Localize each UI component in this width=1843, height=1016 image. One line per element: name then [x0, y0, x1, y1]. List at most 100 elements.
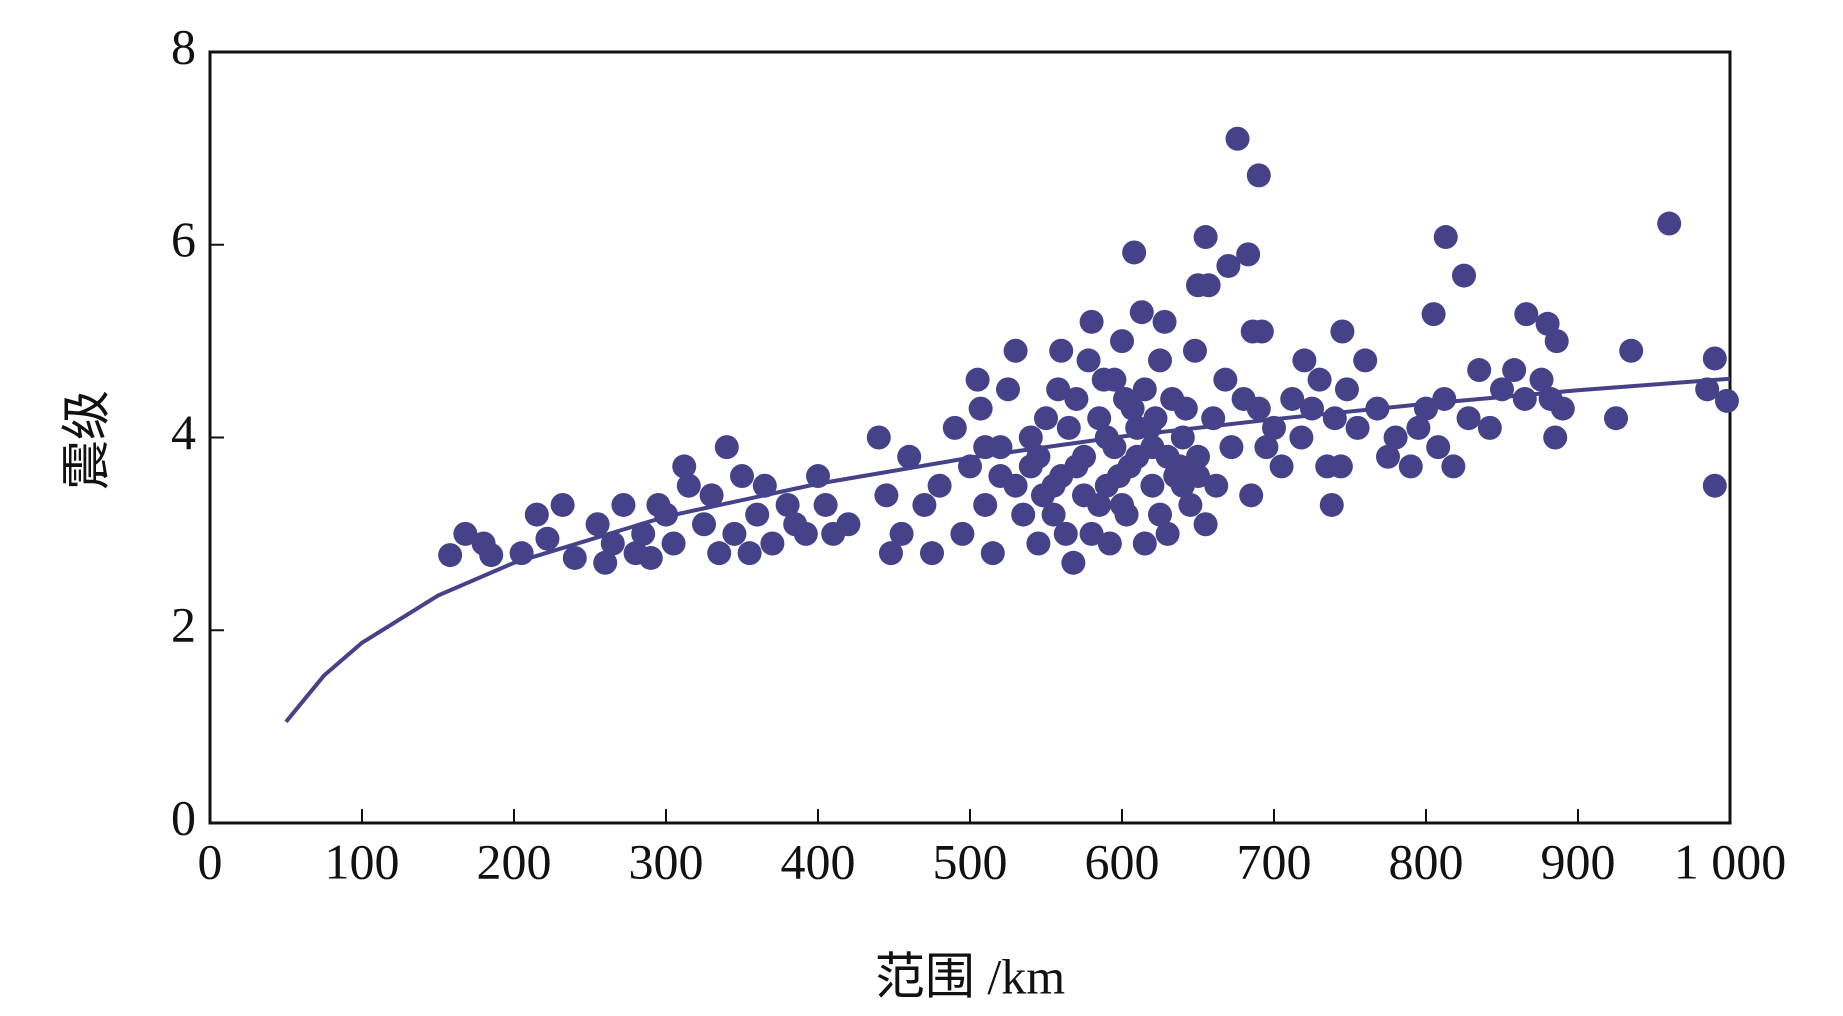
- x-tick-label: 400: [781, 833, 856, 889]
- scatter-point: [1225, 126, 1250, 151]
- scatter-point: [707, 541, 732, 566]
- scatter-point: [1113, 386, 1138, 411]
- scatter-point: [1026, 531, 1051, 556]
- scatter-point: [1132, 377, 1157, 402]
- x-tick-label: 0: [198, 833, 223, 889]
- scatter-point: [1426, 435, 1451, 460]
- scatter-point: [1110, 329, 1134, 354]
- x-tick-label: 900: [1541, 833, 1616, 889]
- scatter-point: [737, 541, 762, 566]
- x-tick-label: 300: [629, 833, 704, 889]
- scatter-point: [1543, 425, 1568, 450]
- scatter-point: [1140, 473, 1165, 498]
- x-tick-label: 500: [933, 833, 1008, 889]
- scatter-point: [623, 541, 648, 566]
- scatter-point: [1292, 348, 1317, 373]
- scatter-point: [1046, 377, 1071, 402]
- scatter-point: [1034, 406, 1058, 431]
- x-tick-label: 600: [1085, 833, 1160, 889]
- scatter-point: [1143, 406, 1168, 431]
- scatter-point: [1376, 444, 1400, 469]
- scatter-point: [1079, 309, 1104, 334]
- scatter-point: [968, 396, 993, 421]
- scatter-point: [980, 541, 1005, 566]
- y-tick-label: 4: [171, 404, 196, 460]
- scatter-point: [1406, 415, 1431, 440]
- scatter-point: [889, 521, 914, 546]
- scatter-point: [1307, 367, 1332, 392]
- scatter-point: [672, 454, 697, 479]
- scatter-point: [1441, 454, 1466, 479]
- scatter-point: [1056, 415, 1081, 440]
- scatter-point: [813, 492, 838, 517]
- scatter-point: [1246, 396, 1271, 421]
- scatter-point: [1091, 367, 1116, 392]
- scatter-point: [714, 435, 739, 460]
- scatter-point: [1178, 492, 1203, 517]
- scatter-point: [1122, 240, 1147, 265]
- scatter-point: [550, 492, 575, 517]
- scatter-point: [1315, 454, 1340, 479]
- scatter-point: [699, 483, 724, 508]
- fit-curve: [284, 376, 1731, 724]
- scatter-point: [1383, 425, 1408, 450]
- scatter-point: [1129, 300, 1154, 325]
- scatter-point: [1182, 338, 1207, 363]
- scatter-point: [1053, 521, 1078, 546]
- scatter-point: [1064, 454, 1089, 479]
- scatter-point: [874, 483, 899, 508]
- scatter-point: [1061, 550, 1086, 575]
- scatter-point: [996, 377, 1020, 402]
- scatter-point: [1456, 406, 1481, 431]
- scatter-point: [1193, 225, 1218, 250]
- scatter-point: [1087, 406, 1112, 431]
- scatter-point: [942, 415, 967, 440]
- scatter-point: [1702, 346, 1727, 371]
- scatter-point: [1132, 531, 1157, 556]
- scatter-point: [836, 512, 861, 537]
- scatter-point: [1240, 319, 1265, 344]
- scatter-point: [783, 512, 808, 537]
- scatter-point: [453, 521, 478, 546]
- scatter-point: [1714, 388, 1739, 413]
- scatter-point: [1072, 483, 1096, 508]
- scatter-point: [1467, 358, 1492, 383]
- scatter-point: [438, 543, 463, 568]
- scatter-point: [1003, 338, 1028, 363]
- scatter-point: [1289, 425, 1314, 450]
- scatter-point: [1148, 502, 1172, 527]
- scatter-point: [1421, 302, 1446, 327]
- scatter-point: [611, 492, 636, 517]
- scatter-point: [1512, 386, 1537, 411]
- x-tick-label: 1 000: [1674, 833, 1787, 889]
- x-tick-label: 800: [1389, 833, 1464, 889]
- scatter-point: [1097, 531, 1122, 556]
- scatter-point: [920, 541, 944, 566]
- y-axis-label: 震级: [58, 390, 114, 490]
- x-tick-label: 100: [325, 833, 400, 889]
- y-tick-label: 0: [171, 789, 196, 845]
- scatter-point: [1695, 377, 1720, 402]
- scatter-point: [1155, 444, 1180, 469]
- scatter-point: [912, 492, 937, 517]
- scatter-point: [1334, 377, 1359, 402]
- scatter-point: [1216, 253, 1241, 278]
- scatter-point: [878, 541, 903, 566]
- scatter-point: [1604, 406, 1628, 431]
- scatter-point: [1079, 521, 1104, 546]
- scatter-point: [1041, 502, 1066, 527]
- scatter-point: [1280, 386, 1305, 411]
- y-tick-label: 2: [171, 597, 196, 653]
- scatter-point: [775, 492, 800, 517]
- scatter-point: [1330, 319, 1355, 344]
- scatter-point: [585, 512, 610, 537]
- scatter-point: [646, 492, 671, 517]
- scatter-point: [1514, 302, 1539, 327]
- scatter-point: [1433, 225, 1458, 250]
- scatter-point: [1186, 444, 1210, 469]
- scatter-point: [752, 473, 777, 498]
- scatter-point: [745, 502, 770, 527]
- scatter-point: [1219, 435, 1244, 460]
- scatter-point: [1619, 338, 1644, 363]
- scatter-point: [1152, 309, 1177, 334]
